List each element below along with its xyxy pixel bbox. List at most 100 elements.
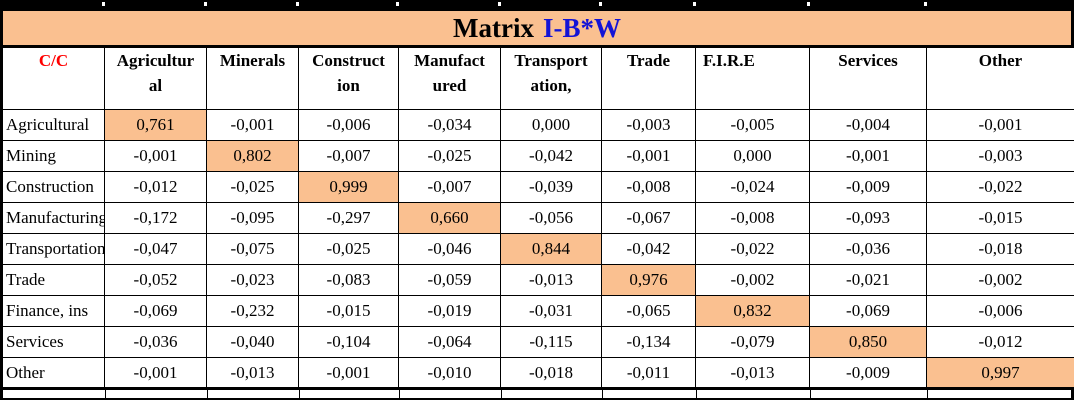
- matrix-cell-diagonal[interactable]: 0,761: [105, 110, 207, 141]
- matrix-cell[interactable]: -0,134: [602, 327, 696, 358]
- matrix-cell[interactable]: -0,007: [399, 172, 501, 203]
- matrix-cell[interactable]: -0,115: [501, 327, 602, 358]
- matrix-cell[interactable]: 0,000: [696, 141, 810, 172]
- matrix-cell[interactable]: -0,040: [207, 327, 299, 358]
- matrix-cell[interactable]: -0,064: [399, 327, 501, 358]
- matrix-cell[interactable]: -0,011: [602, 358, 696, 389]
- row-label[interactable]: Transportation: [2, 234, 105, 265]
- matrix-cell[interactable]: -0,005: [696, 110, 810, 141]
- matrix-cell-diagonal[interactable]: 0,999: [299, 172, 399, 203]
- matrix-cell-diagonal[interactable]: 0,850: [810, 327, 927, 358]
- matrix-cell[interactable]: -0,012: [105, 172, 207, 203]
- matrix-cell[interactable]: -0,002: [696, 265, 810, 296]
- column-header[interactable]: Trade: [602, 47, 696, 110]
- matrix-cell[interactable]: -0,015: [927, 203, 1074, 234]
- matrix-cell[interactable]: -0,083: [299, 265, 399, 296]
- matrix-cell[interactable]: -0,297: [299, 203, 399, 234]
- matrix-cell[interactable]: -0,046: [399, 234, 501, 265]
- matrix-cell[interactable]: -0,025: [207, 172, 299, 203]
- column-header[interactable]: Transportation,: [501, 47, 602, 110]
- matrix-cell[interactable]: -0,006: [927, 296, 1074, 327]
- matrix-cell[interactable]: -0,004: [810, 110, 927, 141]
- matrix-cell[interactable]: -0,001: [299, 358, 399, 389]
- matrix-cell[interactable]: -0,024: [696, 172, 810, 203]
- column-header[interactable]: Manufactured: [399, 47, 501, 110]
- matrix-cell[interactable]: -0,095: [207, 203, 299, 234]
- matrix-cell-diagonal[interactable]: 0,832: [696, 296, 810, 327]
- matrix-cell[interactable]: -0,006: [299, 110, 399, 141]
- matrix-cell-diagonal[interactable]: 0,844: [501, 234, 602, 265]
- matrix-cell[interactable]: -0,052: [105, 265, 207, 296]
- matrix-cell[interactable]: -0,013: [501, 265, 602, 296]
- matrix-cell[interactable]: -0,047: [105, 234, 207, 265]
- matrix-cell[interactable]: -0,003: [927, 141, 1074, 172]
- column-header[interactable]: Services: [810, 47, 927, 110]
- matrix-cell[interactable]: -0,031: [501, 296, 602, 327]
- matrix-cell[interactable]: -0,079: [696, 327, 810, 358]
- row-label[interactable]: Agricultural: [2, 110, 105, 141]
- matrix-cell[interactable]: -0,008: [696, 203, 810, 234]
- matrix-cell[interactable]: -0,002: [927, 265, 1074, 296]
- matrix-cell[interactable]: 0,000: [501, 110, 602, 141]
- matrix-cell[interactable]: -0,001: [105, 358, 207, 389]
- matrix-cell[interactable]: -0,001: [810, 141, 927, 172]
- matrix-cell[interactable]: -0,042: [501, 141, 602, 172]
- matrix-cell[interactable]: -0,034: [399, 110, 501, 141]
- corner-header-cc[interactable]: C/C: [2, 47, 105, 110]
- matrix-cell[interactable]: -0,067: [602, 203, 696, 234]
- matrix-cell[interactable]: -0,104: [299, 327, 399, 358]
- matrix-cell[interactable]: -0,056: [501, 203, 602, 234]
- row-label[interactable]: Construction: [2, 172, 105, 203]
- row-label[interactable]: Trade: [2, 265, 105, 296]
- column-header[interactable]: Minerals: [207, 47, 299, 110]
- matrix-cell-diagonal[interactable]: 0,976: [602, 265, 696, 296]
- matrix-cell[interactable]: -0,039: [501, 172, 602, 203]
- column-header[interactable]: Agricultural: [105, 47, 207, 110]
- row-label[interactable]: Services: [2, 327, 105, 358]
- matrix-cell[interactable]: -0,025: [299, 234, 399, 265]
- column-header[interactable]: Other: [927, 47, 1074, 110]
- matrix-cell[interactable]: -0,059: [399, 265, 501, 296]
- matrix-cell-diagonal[interactable]: 0,660: [399, 203, 501, 234]
- matrix-cell-diagonal[interactable]: 0,802: [207, 141, 299, 172]
- matrix-cell[interactable]: -0,022: [927, 172, 1074, 203]
- matrix-cell[interactable]: -0,013: [696, 358, 810, 389]
- row-label[interactable]: Mining: [2, 141, 105, 172]
- matrix-cell[interactable]: -0,021: [810, 265, 927, 296]
- matrix-cell[interactable]: -0,010: [399, 358, 501, 389]
- row-label[interactable]: Manufacturing: [2, 203, 105, 234]
- matrix-cell[interactable]: -0,093: [810, 203, 927, 234]
- matrix-cell[interactable]: -0,001: [105, 141, 207, 172]
- matrix-cell[interactable]: -0,009: [810, 172, 927, 203]
- matrix-cell[interactable]: -0,022: [696, 234, 810, 265]
- row-label[interactable]: Finance, ins: [2, 296, 105, 327]
- matrix-cell[interactable]: -0,001: [602, 141, 696, 172]
- matrix-cell[interactable]: -0,001: [207, 110, 299, 141]
- matrix-cell[interactable]: -0,009: [810, 358, 927, 389]
- matrix-cell[interactable]: -0,015: [299, 296, 399, 327]
- matrix-cell[interactable]: -0,232: [207, 296, 299, 327]
- column-header[interactable]: F.I.R.E: [696, 47, 810, 110]
- matrix-cell[interactable]: -0,007: [299, 141, 399, 172]
- matrix-cell[interactable]: -0,025: [399, 141, 501, 172]
- matrix-cell[interactable]: -0,012: [927, 327, 1074, 358]
- column-header[interactable]: Construction: [299, 47, 399, 110]
- matrix-cell[interactable]: -0,069: [105, 296, 207, 327]
- matrix-cell[interactable]: -0,018: [501, 358, 602, 389]
- matrix-cell[interactable]: -0,013: [207, 358, 299, 389]
- matrix-cell[interactable]: -0,023: [207, 265, 299, 296]
- matrix-cell[interactable]: -0,019: [399, 296, 501, 327]
- matrix-cell[interactable]: -0,036: [810, 234, 927, 265]
- row-label[interactable]: Other: [2, 358, 105, 389]
- table-title-cell[interactable]: Matrix I-B*W: [0, 8, 1074, 45]
- matrix-cell[interactable]: -0,065: [602, 296, 696, 327]
- matrix-cell[interactable]: -0,003: [602, 110, 696, 141]
- matrix-cell[interactable]: -0,018: [927, 234, 1074, 265]
- matrix-cell[interactable]: -0,042: [602, 234, 696, 265]
- matrix-cell-diagonal[interactable]: 0,997: [927, 358, 1074, 389]
- matrix-cell[interactable]: -0,075: [207, 234, 299, 265]
- matrix-cell[interactable]: -0,172: [105, 203, 207, 234]
- matrix-cell[interactable]: -0,008: [602, 172, 696, 203]
- matrix-cell[interactable]: -0,069: [810, 296, 927, 327]
- matrix-cell[interactable]: -0,001: [927, 110, 1074, 141]
